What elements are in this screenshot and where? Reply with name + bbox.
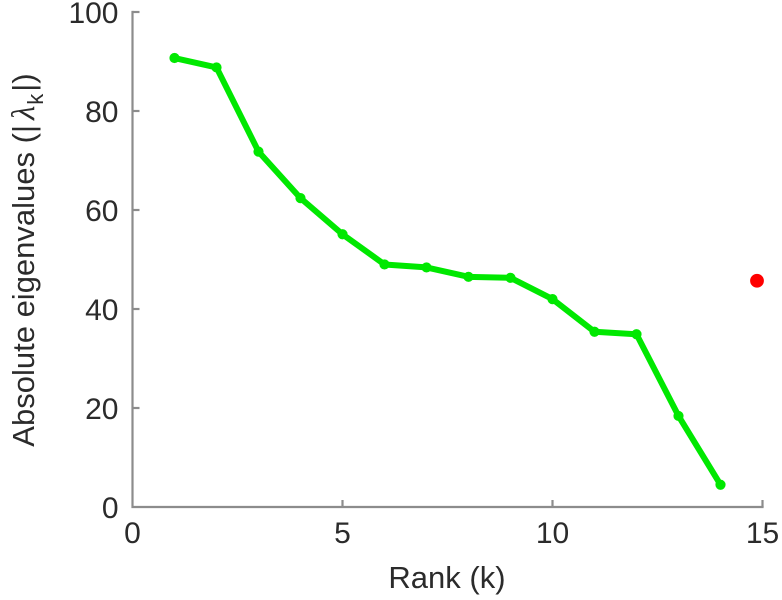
outlier-data-point-marker <box>750 273 764 288</box>
data-point-marker <box>715 479 726 490</box>
x-axis-tick-label: 15 <box>746 517 779 550</box>
y-axis-tick-label: 0 <box>102 492 119 525</box>
y-axis-title-suffix: |) <box>6 73 41 91</box>
data-point-marker <box>673 410 684 422</box>
y-axis-title-lambda: λ <box>6 106 42 121</box>
x-axis-ticks <box>341 500 554 507</box>
data-point-marker <box>169 52 180 64</box>
data-point-marker <box>463 271 474 282</box>
x-axis-tick-labels: 0 5 10 15 <box>124 517 779 550</box>
data-point-marker <box>337 229 348 240</box>
x-axis-tick-label: 10 <box>536 517 569 550</box>
data-point-marker <box>211 62 222 73</box>
y-axis-tick-label: 60 <box>85 195 118 228</box>
y-axis-title-lambda-subscript: k <box>23 93 48 105</box>
x-axis-tick-label: 0 <box>124 517 141 550</box>
data-point-marker <box>379 259 390 270</box>
y-axis-title-prefix: Absolute eigenvalues (| <box>6 125 41 447</box>
series-eigenvalue-markers <box>169 52 726 490</box>
series-eigenvalue-spectrum <box>171 55 724 488</box>
y-axis-ticks <box>132 109 140 410</box>
y-axis-tick-label: 100 <box>68 0 118 30</box>
data-point-marker <box>589 326 600 337</box>
x-axis-tick-label: 5 <box>334 517 351 550</box>
y-axis-title: Absolute eigenvalues (| λ k |) <box>6 73 48 446</box>
y-axis-tick-label: 80 <box>85 96 118 129</box>
data-point-marker <box>421 262 432 273</box>
y-axis-tick-label: 20 <box>85 393 118 426</box>
data-point-marker <box>253 146 264 157</box>
series-line-path <box>171 55 724 488</box>
y-axis-tick-labels: 0 20 40 60 80 100 <box>68 0 118 525</box>
data-point-marker <box>547 294 558 305</box>
series-outlier-point <box>750 273 764 288</box>
data-point-marker <box>505 272 516 283</box>
data-point-marker <box>295 193 306 204</box>
x-axis-title: Rank (k) <box>388 560 505 595</box>
data-point-marker <box>631 329 642 340</box>
y-axis-tick-label: 40 <box>85 294 118 327</box>
